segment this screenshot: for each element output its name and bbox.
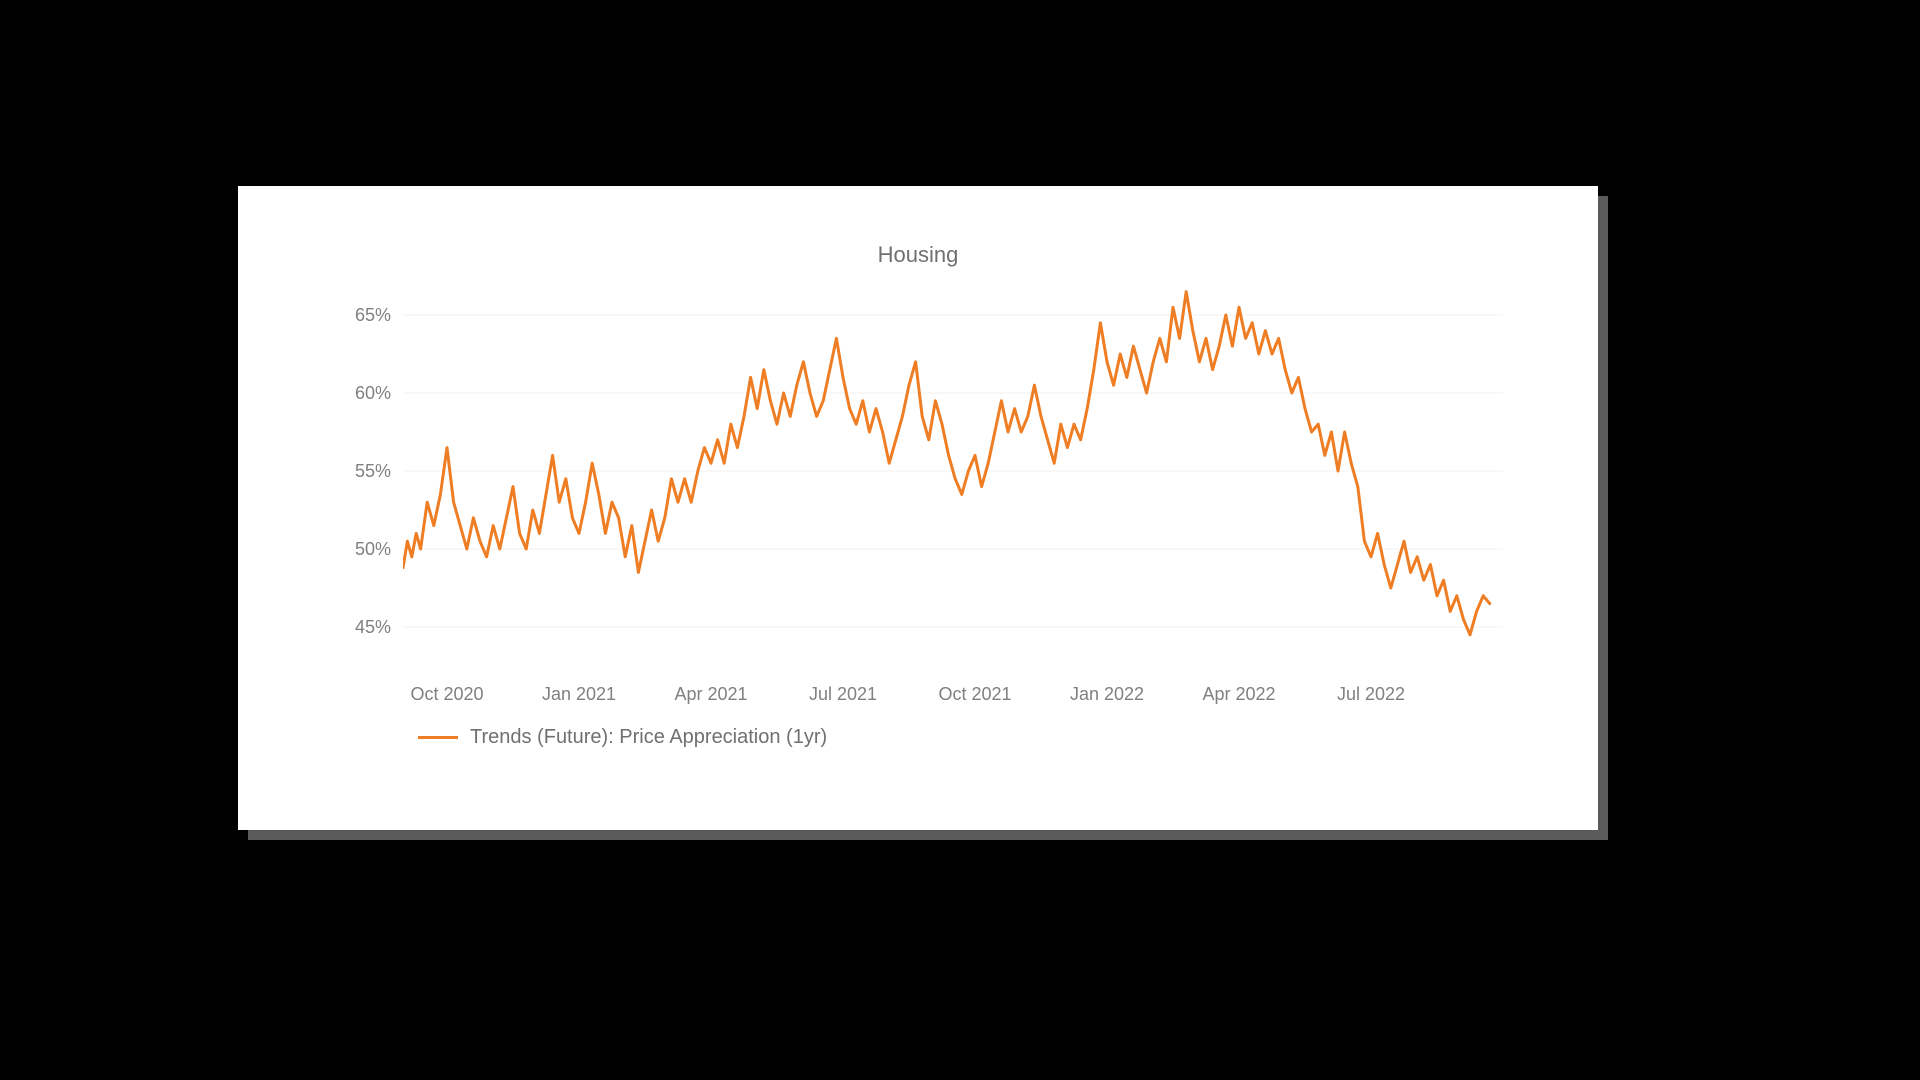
x-tick-label: Jan 2021 (542, 684, 616, 705)
x-tick-label: Apr 2021 (674, 684, 747, 705)
legend-swatch (418, 736, 458, 739)
chart-title: Housing (238, 242, 1598, 268)
y-tick-label: 50% (355, 539, 391, 560)
x-tick-label: Jan 2022 (1070, 684, 1144, 705)
x-tick-label: Oct 2020 (410, 684, 483, 705)
line-chart (403, 276, 1503, 666)
y-tick-label: 65% (355, 305, 391, 326)
y-tick-label: 55% (355, 461, 391, 482)
legend-label: Trends (Future): Price Appreciation (1yr… (470, 726, 827, 749)
chart-card: Housing 45% 50% 55% 60% 65% Oct 2020 Jan 2021… (238, 186, 1598, 830)
x-tick-label: Apr 2022 (1202, 684, 1275, 705)
stage: Housing 45% 50% 55% 60% 65% Oct 2020 Jan 2021… (0, 0, 1920, 1080)
y-tick-label: 45% (355, 617, 391, 638)
x-tick-label: Oct 2021 (938, 684, 1011, 705)
legend: Trends (Future): Price Appreciation (1yr… (418, 726, 827, 749)
y-tick-label: 60% (355, 383, 391, 404)
x-tick-label: Jul 2022 (1337, 684, 1405, 705)
x-tick-label: Jul 2021 (809, 684, 877, 705)
